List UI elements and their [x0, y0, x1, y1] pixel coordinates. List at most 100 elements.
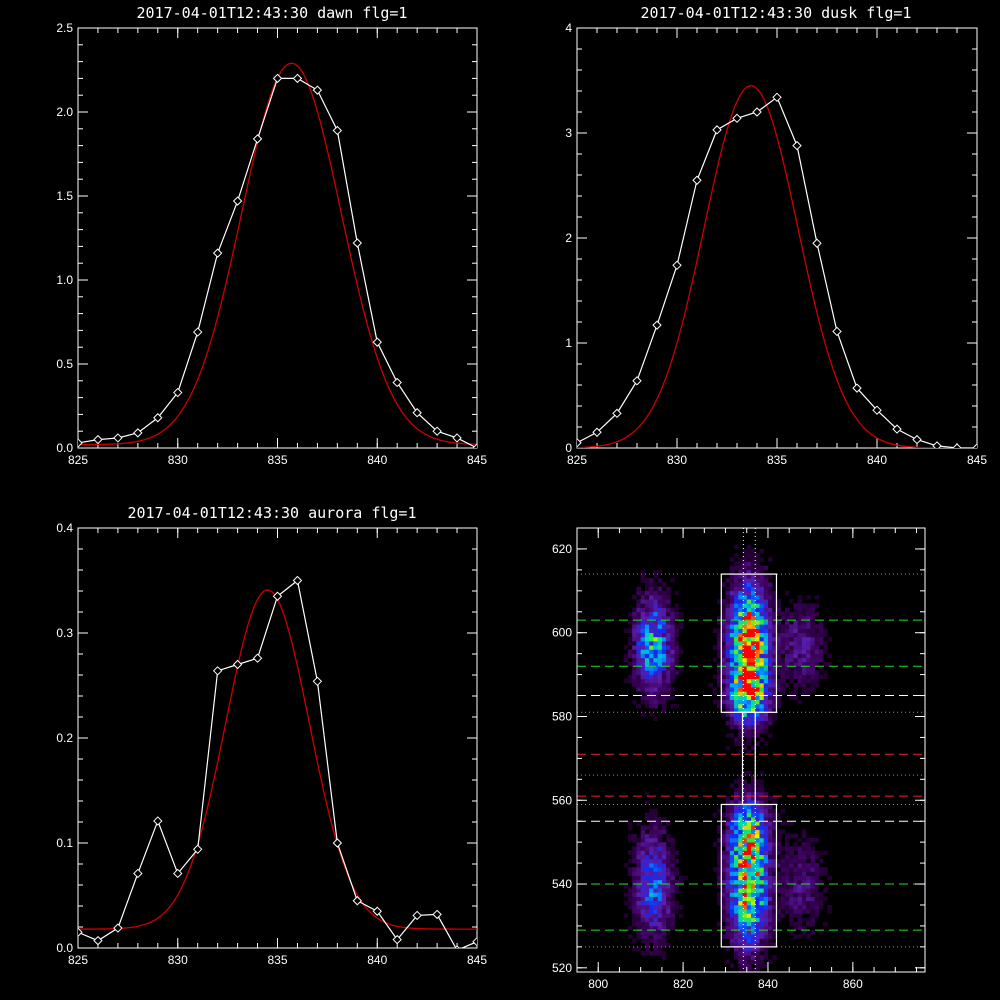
spectrogram-pixel — [644, 842, 650, 847]
spectrogram-pixel — [746, 595, 752, 600]
spectrogram-pixel — [640, 695, 646, 701]
spectrogram-pixel — [763, 884, 769, 889]
spectrogram-pixel — [751, 620, 756, 625]
spectrogram-pixel — [755, 925, 760, 931]
spectrogram-pixel — [789, 909, 794, 914]
spectrogram-pixel — [746, 695, 752, 701]
spectrogram-pixel — [717, 599, 722, 604]
spectrogram-pixel — [746, 858, 752, 864]
spectrogram-pixel — [763, 909, 769, 914]
spectrogram-pixel — [734, 678, 739, 684]
spectrogram-pixel — [789, 867, 794, 872]
spectrogram-pixel — [734, 867, 739, 872]
spectrogram-pixel — [657, 833, 663, 839]
spectrogram-pixel — [644, 590, 650, 596]
spectrogram-pixel — [661, 913, 667, 918]
spectrogram-pixel — [759, 599, 765, 604]
spectrogram-pixel — [767, 888, 773, 893]
spectrogram-pixel — [823, 896, 828, 902]
spectrogram-pixel — [746, 624, 752, 629]
spectrogram-pixel — [789, 674, 794, 680]
spectrogram-pixel — [789, 875, 794, 881]
spectrogram-pixel — [653, 879, 658, 885]
spectrogram-pixel — [772, 687, 777, 692]
spectrogram-pixel — [789, 846, 794, 851]
spectrogram-pixel — [627, 662, 633, 667]
spectrogram-pixel — [657, 909, 663, 914]
spectrogram-pixel — [763, 796, 769, 801]
spectrogram-pixel — [767, 867, 773, 872]
spectrogram-pixel — [734, 565, 739, 571]
spectrogram-pixel — [670, 858, 675, 864]
spectrogram-pixel — [636, 657, 641, 663]
spectrogram-pixel — [772, 800, 777, 805]
spectrogram-pixel — [763, 716, 769, 721]
spectrogram-pixel — [657, 867, 663, 872]
spectrogram-pixel — [763, 875, 769, 881]
spectrogram-pixel — [818, 900, 824, 906]
spectrogram-pixel — [657, 930, 663, 935]
spectrogram-pixel — [640, 599, 646, 604]
spectrogram-pixel — [810, 892, 815, 897]
spectrogram-pixel — [623, 863, 629, 868]
spectrogram-pixel — [784, 884, 790, 889]
spectrogram-pixel — [772, 917, 777, 923]
spectrogram-pixel — [721, 670, 726, 675]
spectrogram-pixel — [759, 938, 765, 943]
spectrogram-pixel — [763, 682, 769, 688]
spectrogram-pixel — [810, 632, 815, 638]
spectrogram-pixel — [632, 837, 637, 843]
spectrogram-pixel — [767, 808, 773, 814]
dawn-data-point — [372, 337, 382, 347]
spectrogram-pixel — [717, 875, 722, 881]
spectrogram-pixel — [653, 649, 658, 654]
spectrogram-pixel — [653, 812, 658, 818]
spectrogram-pixel — [746, 682, 752, 688]
spectrogram-pixel — [674, 641, 680, 646]
spectrogram-pixel — [784, 628, 790, 634]
spectrogram-pixel — [738, 586, 743, 592]
spectrogram-pixel — [734, 829, 739, 835]
spectrogram-pixel — [738, 678, 743, 684]
spectrogram-pixel — [784, 900, 790, 906]
spectrogram-pixel — [653, 670, 658, 675]
spectrogram-pixel — [653, 934, 658, 939]
spectrogram-pixel — [810, 603, 815, 608]
spectrogram-pixel — [661, 871, 667, 876]
spectrogram-pixel — [806, 603, 811, 608]
spectrogram-pixel — [759, 653, 765, 659]
spectrogram-pixel — [653, 913, 658, 918]
spectrogram-pixel — [644, 662, 650, 667]
spectrogram-pixel — [755, 687, 760, 692]
spectrogram-pixel — [810, 875, 815, 881]
spectrogram-pixel — [742, 825, 748, 830]
spectrogram-pixel — [759, 607, 765, 613]
spectrogram-pixel — [810, 678, 815, 684]
spectrogram-pixel — [797, 850, 803, 856]
spectrogram-pixel — [755, 896, 760, 902]
aurora-x-tick-label: 825 — [68, 953, 88, 967]
aurora-axes-frame — [77, 527, 478, 949]
spectrogram-pixel — [674, 611, 680, 617]
spectrogram-pixel — [653, 938, 658, 943]
spectrogram-pixel — [763, 708, 769, 713]
spectrogram-pixel — [640, 641, 646, 646]
spectrogram-pixel — [755, 645, 760, 650]
spectrogram-pixel — [801, 854, 807, 860]
spectrogram-pixel — [644, 863, 650, 868]
spectrogram-pixel — [746, 557, 752, 562]
spectrogram-pixel — [784, 670, 790, 675]
spectrogram-pixel — [649, 678, 654, 684]
spectrogram-pixel — [644, 871, 650, 876]
spectrogram-pixel — [725, 850, 731, 856]
spectrogram-pixel — [734, 817, 739, 822]
spectrogram-pixel — [767, 674, 773, 680]
spectrogram-pixel — [742, 561, 748, 566]
spectrogram-pixel — [717, 703, 722, 709]
spectrogram-pixel — [746, 938, 752, 943]
spectrogram-pixel — [661, 590, 667, 596]
spectrogram-pixel — [767, 934, 773, 939]
spectrogram-pixel — [806, 615, 811, 621]
spectrogram-pixel — [649, 615, 654, 621]
spectrogram-pixel — [666, 611, 671, 617]
